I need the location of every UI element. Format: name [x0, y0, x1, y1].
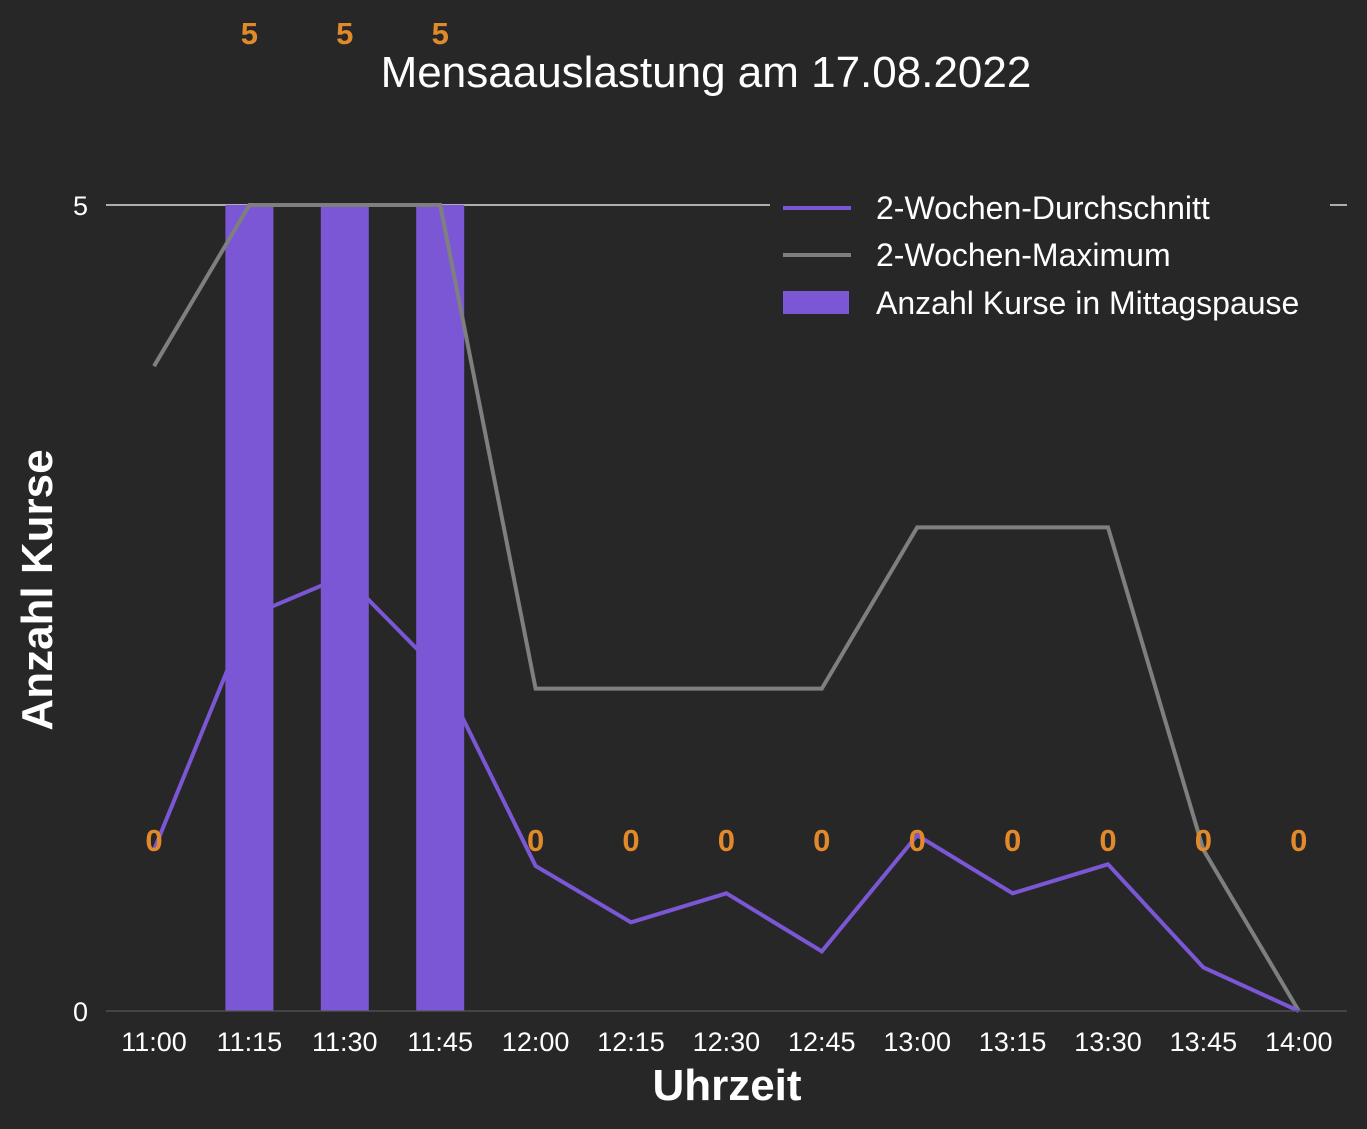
data-label: 0	[145, 823, 162, 858]
x-axis-title: Uhrzeit	[652, 1061, 801, 1110]
x-tick-label: 11:00	[121, 1027, 187, 1057]
data-label: 0	[1004, 823, 1021, 858]
data-label: 0	[527, 823, 544, 858]
data-label: 0	[1195, 823, 1212, 858]
legend-background	[770, 180, 1330, 330]
series-line	[152, 573, 1300, 1013]
chart-title: Mensaauslastung am 17.08.2022	[381, 48, 1032, 97]
data-label: 5	[336, 16, 353, 51]
x-tick-label: 12:45	[788, 1027, 856, 1057]
legend-swatch-courses	[783, 291, 849, 314]
bar	[320, 205, 369, 1011]
x-tick-label: 12:15	[597, 1027, 665, 1057]
y-axis-title: Anzahl Kurse	[13, 449, 62, 730]
legend: 2-Wochen-Durchschnitt 2-Wochen-Maximum A…	[770, 180, 1330, 330]
data-label: 0	[1099, 823, 1116, 858]
x-tick-label: 11:45	[407, 1027, 473, 1057]
y-tick-label: 0	[73, 997, 88, 1027]
data-label: 0	[718, 823, 735, 858]
x-tick-label: 14:00	[1265, 1027, 1333, 1057]
x-tick-label: 13:15	[979, 1027, 1047, 1057]
lines-layer	[152, 203, 1301, 1013]
y-tick-label: 5	[73, 191, 88, 221]
data-label: 0	[813, 823, 830, 858]
axis-layer: 11:00 11:15 11:30 11:45 12:00 12:15 12:30 12:45…	[73, 191, 1347, 1057]
data-label: 5	[432, 16, 449, 51]
x-tick-label: 13:30	[1074, 1027, 1142, 1057]
data-label: 0	[1290, 823, 1307, 858]
x-tick-label: 11:15	[217, 1027, 283, 1057]
x-tick-label: 12:00	[502, 1027, 570, 1057]
bars-layer	[225, 205, 465, 1011]
x-tick-label: 12:30	[693, 1027, 761, 1057]
data-label: 5	[241, 16, 258, 51]
legend-label-maximum: 2-Wochen-Maximum	[876, 237, 1171, 273]
x-tick-label: 11:30	[312, 1027, 378, 1057]
legend-label-courses: Anzahl Kurse in Mittagspause	[876, 285, 1299, 321]
data-label: 0	[909, 823, 926, 858]
bar	[416, 205, 465, 1011]
series-line	[152, 203, 1301, 1013]
data-label: 0	[622, 823, 639, 858]
legend-label-average: 2-Wochen-Durchschnitt	[876, 190, 1210, 226]
data-labels-layer: 0 5 5 5 0 0 0 0 0 0 0 0 0	[145, 16, 1307, 858]
x-tick-label: 13:45	[1170, 1027, 1238, 1057]
x-tick-label: 13:00	[883, 1027, 951, 1057]
